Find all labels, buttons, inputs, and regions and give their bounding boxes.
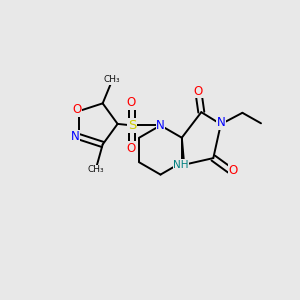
Text: NH: NH bbox=[173, 160, 189, 170]
Text: N: N bbox=[216, 116, 225, 129]
Text: O: O bbox=[126, 96, 135, 109]
Text: CH₃: CH₃ bbox=[103, 76, 120, 85]
Text: N: N bbox=[70, 130, 79, 143]
Text: O: O bbox=[126, 142, 135, 155]
Text: O: O bbox=[194, 85, 203, 98]
Text: N: N bbox=[156, 119, 165, 132]
Text: S: S bbox=[128, 119, 136, 132]
Text: O: O bbox=[72, 103, 82, 116]
Text: CH₃: CH₃ bbox=[88, 165, 104, 174]
Text: O: O bbox=[228, 164, 237, 177]
